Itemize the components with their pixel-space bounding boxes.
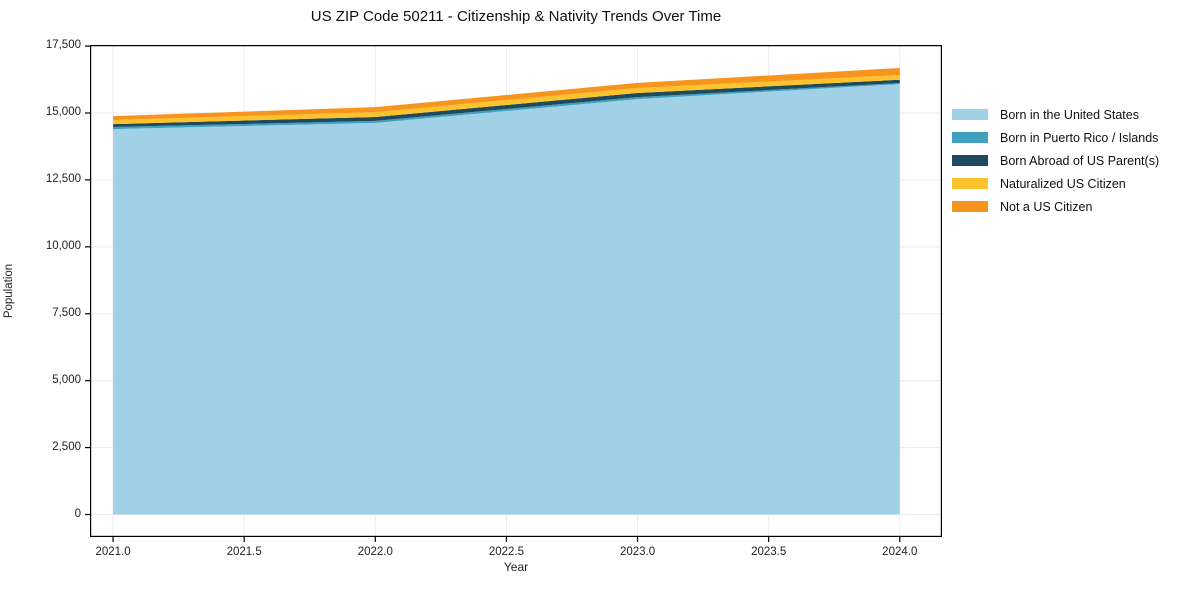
legend-label: Born in the United States	[1000, 107, 1139, 122]
legend-swatch	[952, 155, 988, 166]
x-tick-label: 2022.5	[488, 546, 525, 558]
legend-swatch	[952, 109, 988, 120]
area-series	[113, 75, 900, 125]
area-series	[113, 79, 900, 127]
y-tick-label: 10,000	[45, 239, 81, 252]
legend-item: Naturalized US Citizen	[952, 172, 1159, 195]
x-tick-label: 2024.0	[882, 546, 918, 558]
chart-title: US ZIP Code 50211 - Citizenship & Nativi…	[310, 8, 722, 25]
legend-item: Born in Puerto Rico / Islands	[952, 126, 1159, 149]
legend-swatch	[952, 201, 988, 212]
x-axis-label: Year	[503, 560, 529, 574]
y-tick-label: 0	[74, 507, 81, 520]
plot-border	[90, 45, 942, 537]
x-tick-label: 2023.0	[619, 546, 656, 558]
x-tick-label: 2022.0	[357, 546, 393, 558]
x-tick-label: 2021.5	[226, 546, 262, 558]
legend: Born in the United States Born in Puerto …	[952, 103, 1159, 218]
y-tick-label: 15,000	[45, 105, 81, 118]
legend-item: Not a US Citizen	[952, 195, 1159, 218]
y-tick-label: 5,000	[52, 373, 81, 386]
area-series	[113, 84, 900, 515]
legend-item: Born in the United States	[952, 103, 1159, 126]
x-tick-label: 2021.0	[95, 546, 131, 558]
legend-label: Naturalized US Citizen	[1000, 176, 1126, 191]
legend-swatch	[952, 132, 988, 143]
legend-label: Born Abroad of US Parent(s)	[1000, 153, 1160, 168]
legend-label: Not a US Citizen	[1000, 199, 1093, 214]
legend-item: Born Abroad of US Parent(s)	[952, 149, 1159, 172]
x-tick-label: 2023.5	[751, 546, 787, 558]
area-series	[113, 68, 900, 121]
y-tick-label: 17,500	[45, 39, 81, 52]
chart-canvas	[85, 45, 942, 542]
legend-label: Born in Puerto Rico / Islands	[1000, 130, 1159, 145]
y-tick-label: 7,500	[52, 306, 81, 319]
area-series	[113, 83, 900, 130]
y-tick-label: 2,500	[52, 440, 81, 453]
legend-swatch	[952, 178, 988, 189]
y-tick-label: 12,500	[45, 172, 81, 185]
